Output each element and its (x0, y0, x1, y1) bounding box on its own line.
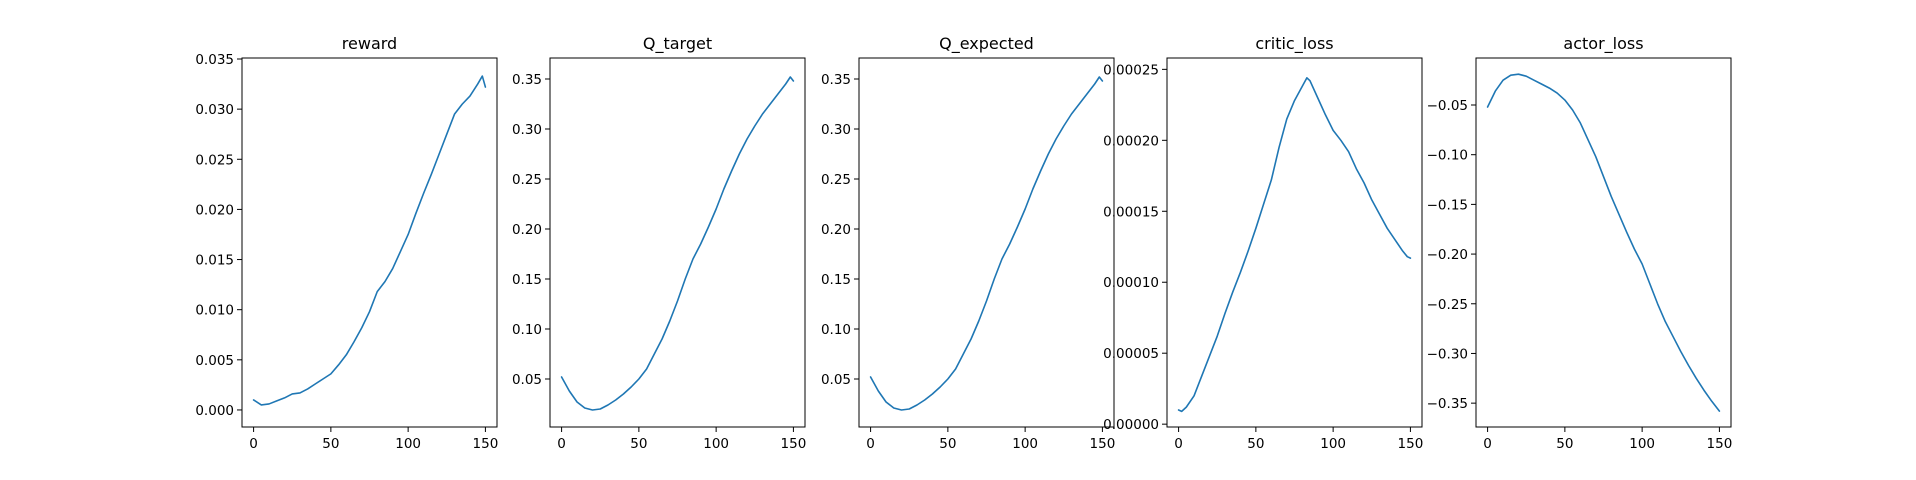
axes-frame (1475, 57, 1732, 428)
series-line (869, 76, 1104, 411)
x-tick-label: 100 (395, 436, 421, 452)
y-tick-label: 0.10 (821, 322, 851, 338)
axes-frame (1166, 57, 1423, 428)
x-tick-label: 0 (1483, 436, 1492, 452)
x-tick-label: 150 (473, 436, 499, 452)
y-tick-label: 0.35 (512, 72, 542, 88)
q-expected-subplot: Q_expected 0 50 100 150 0.05 0.10 0.15 0.20 0.25… (821, 34, 1115, 452)
y-tick-label: 0.15 (512, 272, 542, 288)
x-tick-label: 100 (1320, 436, 1346, 452)
reward-subplot: reward 0 50 100 150 0.000 0.005 0.010 0.015 0.02… (195, 34, 498, 452)
subplot-title: actor_loss (1563, 34, 1643, 54)
y-tick-label: −0.10 (1427, 148, 1468, 164)
y-tick-label: 0.015 (195, 253, 234, 269)
y-tick-label: 0.020 (195, 202, 234, 218)
x-tick-label: 50 (1556, 436, 1573, 452)
x-tick-label: 0 (249, 436, 258, 452)
y-tick-label: 0.030 (195, 102, 234, 118)
axes-frame (858, 57, 1115, 428)
y-tick-label: 0.00010 (1103, 275, 1159, 291)
y-tick-label: 0.05 (821, 372, 851, 388)
series-line (1486, 73, 1721, 412)
y-tick-label: −0.30 (1427, 346, 1468, 362)
x-tick-label: 150 (1090, 436, 1116, 452)
x-tick-label: 150 (1398, 436, 1424, 452)
series-line (560, 76, 795, 411)
axes-frame (241, 57, 498, 428)
subplot-title: Q_expected (939, 34, 1034, 54)
x-tick-label: 50 (939, 436, 956, 452)
x-tick-label: 150 (1707, 436, 1733, 452)
y-tick-label: 0.00025 (1103, 62, 1159, 78)
y-tick-label: 0.00020 (1103, 133, 1159, 149)
subplot-title: critic_loss (1255, 34, 1333, 54)
y-tick-label: −0.20 (1427, 247, 1468, 263)
y-tick-label: 0.00000 (1103, 417, 1159, 433)
x-tick-label: 0 (557, 436, 566, 452)
x-tick-label: 50 (322, 436, 339, 452)
x-tick-label: 0 (866, 436, 875, 452)
x-tick-label: 50 (630, 436, 647, 452)
critic-loss-subplot: critic_loss 0 50 100 150 0.00000 0.00005 0.000… (1103, 34, 1423, 452)
y-tick-label: −0.05 (1427, 98, 1468, 114)
y-tick-label: 0.00015 (1103, 204, 1159, 220)
y-tick-label: 0.010 (195, 303, 234, 319)
x-tick-label: 0 (1174, 436, 1183, 452)
y-tick-label: −0.15 (1427, 197, 1468, 213)
y-tick-label: 0.000 (195, 403, 234, 419)
x-tick-label: 50 (1247, 436, 1264, 452)
x-tick-label: 150 (781, 436, 807, 452)
y-tick-label: 0.25 (821, 172, 851, 188)
y-tick-label: 0.20 (821, 222, 851, 238)
y-tick-label: 0.00005 (1103, 346, 1159, 362)
actor-loss-subplot: actor_loss 0 50 100 150 −0.35 −0.30 −0.25 −0.20… (1427, 34, 1733, 452)
x-tick-label: 100 (703, 436, 729, 452)
y-tick-label: 0.005 (195, 353, 234, 369)
x-tick-label: 100 (1012, 436, 1038, 452)
y-tick-label: 0.20 (512, 222, 542, 238)
y-tick-label: 0.35 (821, 72, 851, 88)
y-tick-label: −0.25 (1427, 297, 1468, 313)
y-tick-label: 0.025 (195, 152, 234, 168)
series-line (252, 75, 487, 406)
y-tick-label: 0.30 (512, 122, 542, 138)
series-line (1177, 77, 1412, 413)
subplot-title: Q_target (643, 34, 712, 54)
axes-frame (549, 57, 806, 428)
y-tick-label: −0.35 (1427, 396, 1468, 412)
y-tick-label: 0.30 (821, 122, 851, 138)
x-tick-label: 100 (1629, 436, 1655, 452)
q-target-subplot: Q_target 0 50 100 150 0.05 0.10 0.15 0.20 0.25 0.… (512, 34, 806, 452)
y-tick-label: 0.10 (512, 322, 542, 338)
y-tick-label: 0.035 (195, 52, 234, 68)
y-tick-label: 0.15 (821, 272, 851, 288)
y-tick-label: 0.25 (512, 172, 542, 188)
subplot-title: reward (342, 34, 397, 53)
y-tick-label: 0.05 (512, 372, 542, 388)
